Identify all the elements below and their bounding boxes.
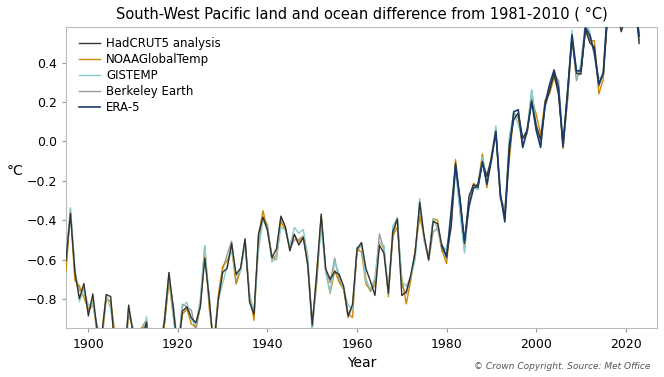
Y-axis label: °C: °C xyxy=(7,164,24,178)
Title: South-West Pacific land and ocean difference from 1981-2010 ( °C): South-West Pacific land and ocean differ… xyxy=(116,7,608,22)
X-axis label: Year: Year xyxy=(347,356,376,370)
Text: © Crown Copyright. Source: Met Office: © Crown Copyright. Source: Met Office xyxy=(474,362,651,371)
Legend: HadCRUT5 analysis, NOAAGlobalTemp, GISTEMP, Berkeley Earth, ERA-5: HadCRUT5 analysis, NOAAGlobalTemp, GISTE… xyxy=(78,36,222,115)
